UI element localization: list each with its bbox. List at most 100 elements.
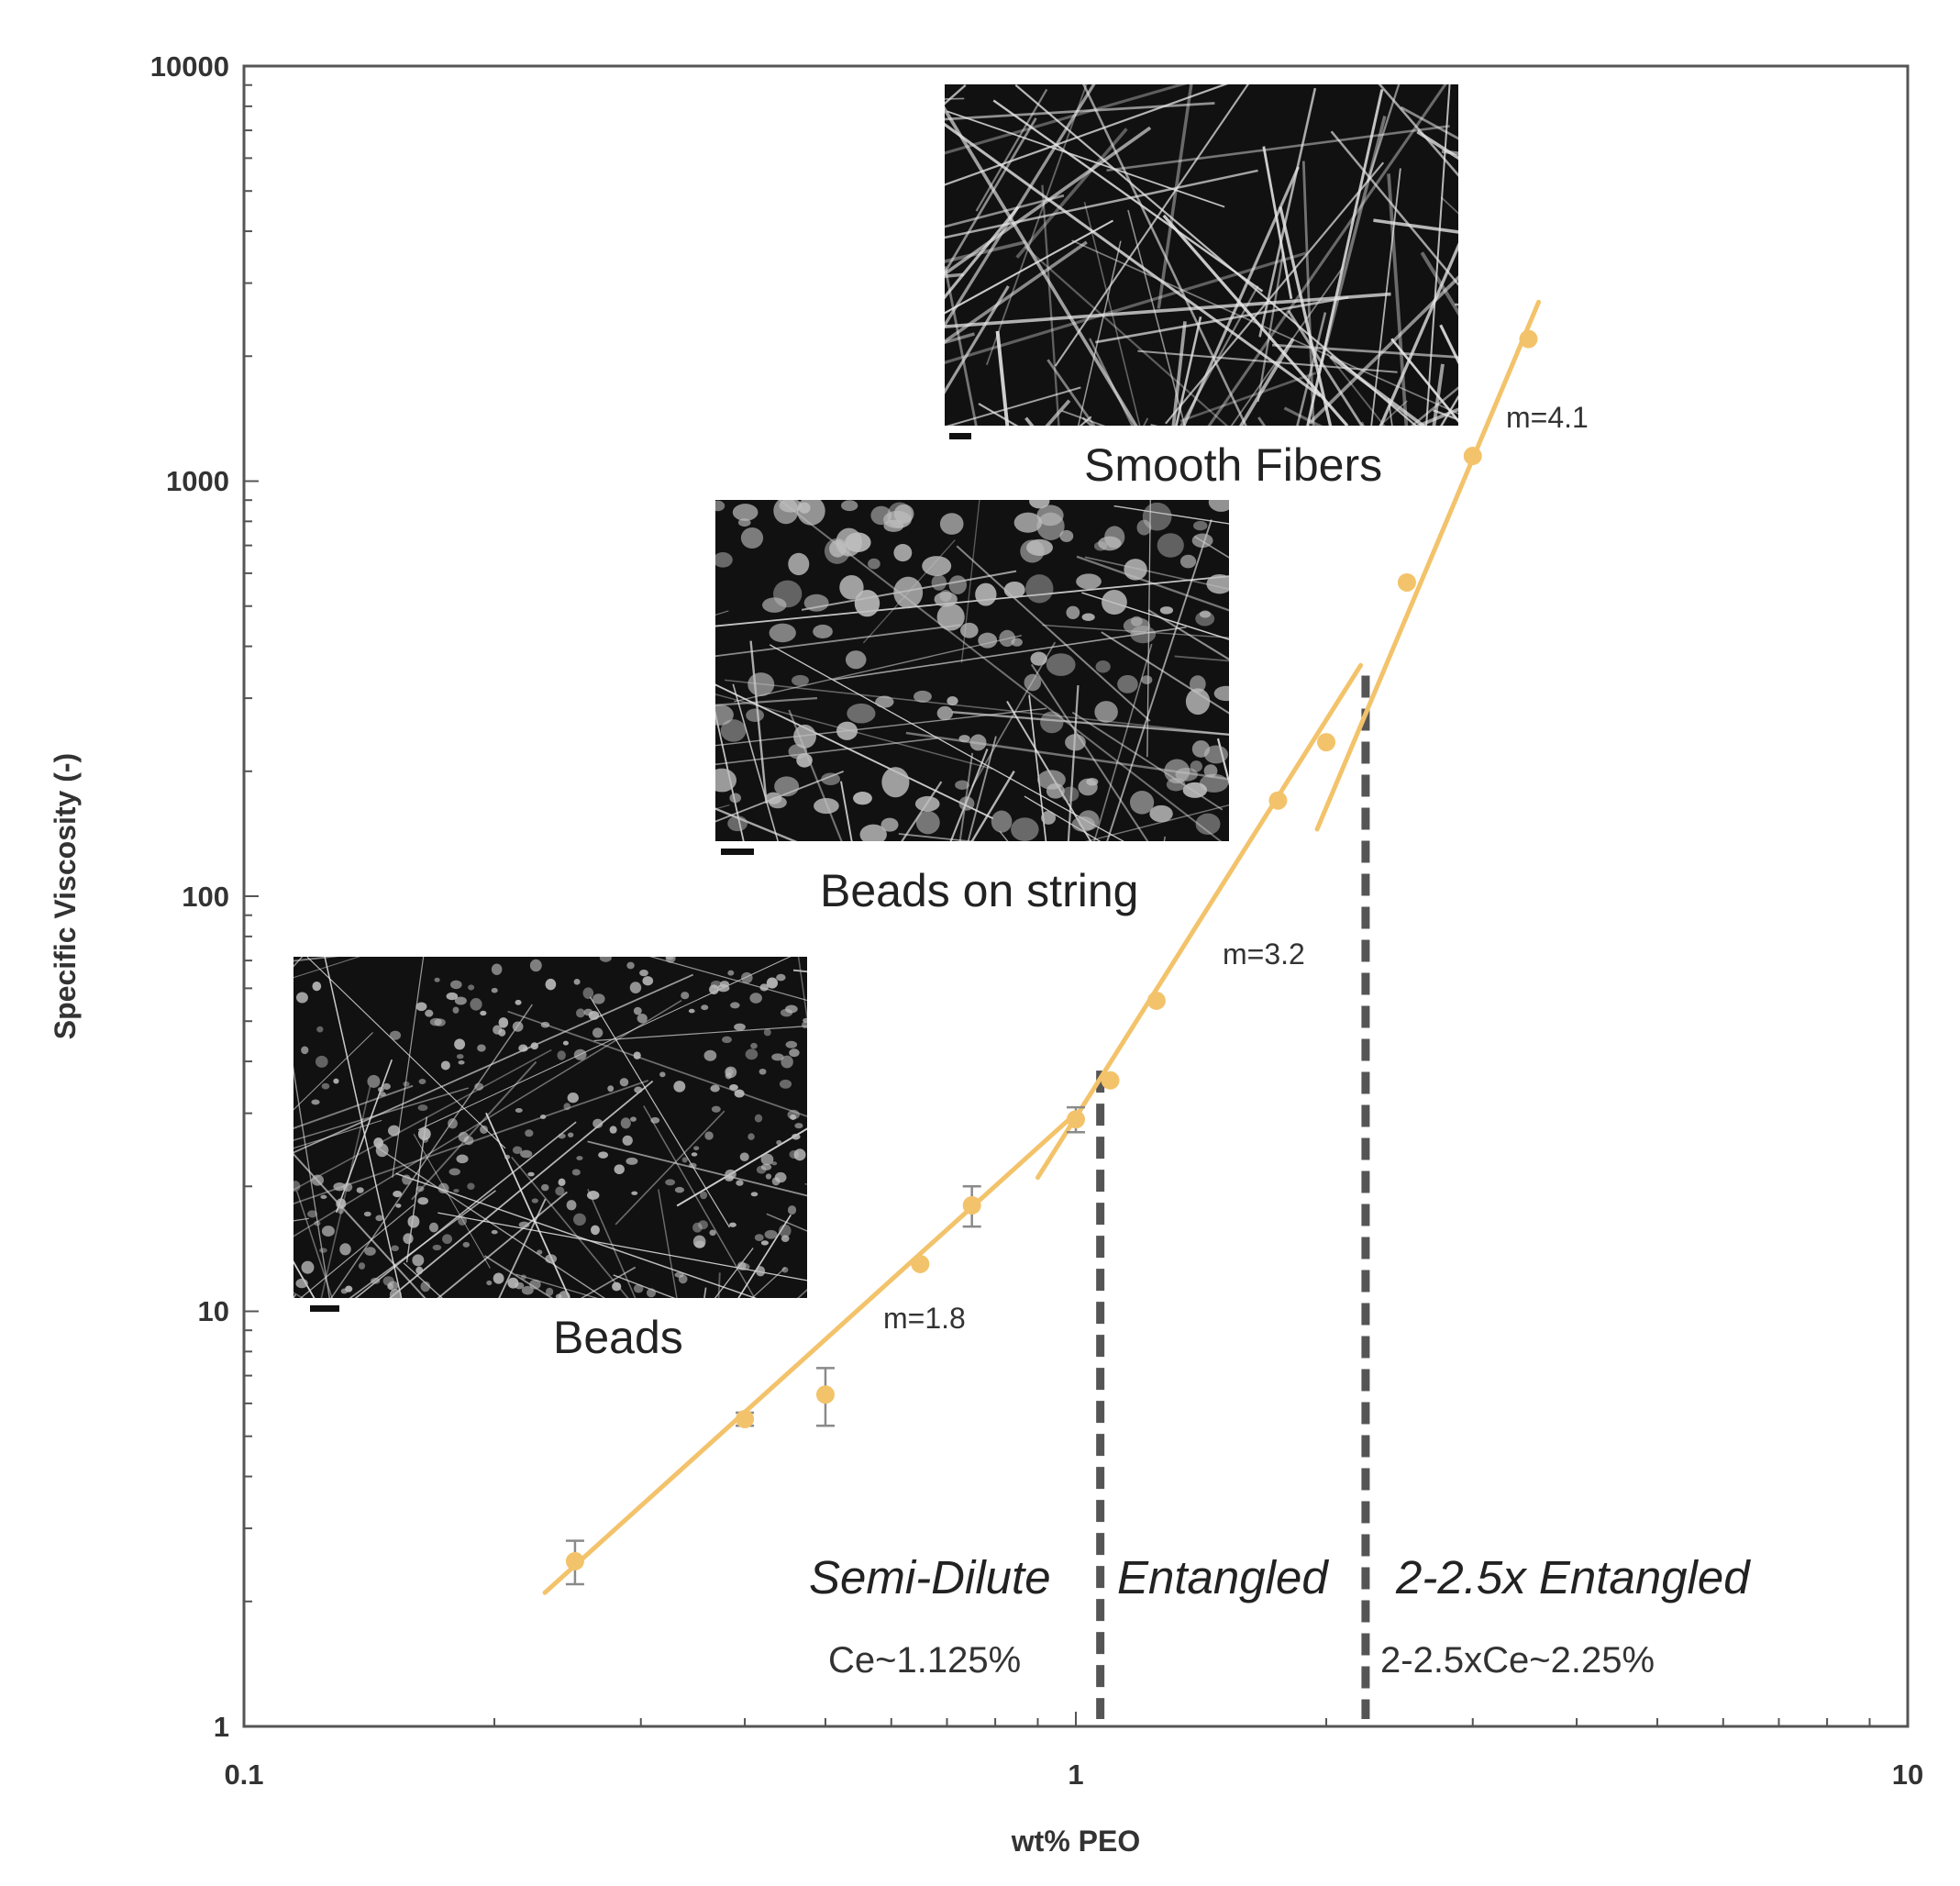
fiber-strand (1441, 149, 1458, 156)
bead (420, 1281, 431, 1292)
fiber-strand (409, 1343, 558, 1812)
bead (773, 500, 799, 525)
bead (530, 1042, 538, 1050)
fiber-strand (1379, 242, 1458, 426)
bead (367, 1074, 381, 1088)
fiber-strand (734, 635, 1022, 703)
bead (321, 1226, 335, 1237)
slope-label-1: m=1.8 (883, 1302, 966, 1335)
bead (1213, 685, 1229, 702)
bead (781, 1235, 790, 1242)
fiber-strand (1182, 166, 1300, 426)
bead (629, 982, 642, 994)
bead (342, 1182, 353, 1193)
bead (747, 672, 775, 696)
bead (379, 1092, 386, 1097)
fiber-strand (945, 251, 1307, 364)
fiber-strand (1157, 84, 1193, 309)
bead (839, 575, 864, 600)
fiber-strand (615, 1110, 725, 1226)
fiber-strand (417, 957, 792, 1131)
bead (936, 705, 953, 721)
fiber-strand (293, 1084, 414, 1130)
data-point (565, 1551, 584, 1570)
bead (1046, 653, 1076, 676)
bead (765, 1173, 772, 1180)
bead (659, 1071, 666, 1078)
bead (1104, 526, 1125, 549)
bead (639, 969, 648, 977)
bead (779, 1079, 792, 1089)
bead (434, 977, 440, 982)
bead (759, 983, 770, 992)
bead (529, 1279, 541, 1290)
bead (939, 513, 964, 535)
bead (788, 552, 810, 576)
bead (704, 1131, 714, 1140)
fiber-strand (293, 1217, 309, 1222)
bead (576, 1008, 585, 1018)
bead (771, 1161, 778, 1166)
bead (388, 1125, 401, 1137)
bead (715, 552, 733, 568)
bead (1190, 675, 1206, 693)
bead (781, 1055, 793, 1069)
fiber-strand (945, 239, 1027, 263)
bead (415, 1266, 424, 1275)
bead (633, 1006, 642, 1015)
fiber-strand (375, 1146, 606, 1298)
bead (314, 1220, 321, 1226)
bead (358, 1262, 366, 1270)
bead (415, 1002, 427, 1012)
fiber-strand (1262, 146, 1293, 300)
bead (558, 1291, 570, 1298)
data-point (962, 1195, 981, 1215)
bead (407, 1215, 420, 1228)
bead (781, 1267, 789, 1273)
fiber-strand (643, 1105, 756, 1298)
fiber-strand (1279, 206, 1333, 426)
bead (432, 1244, 442, 1251)
bead (450, 980, 462, 990)
bead (694, 1240, 705, 1248)
bead (793, 724, 816, 749)
bead (710, 1084, 720, 1093)
bead (588, 1010, 600, 1020)
bead (922, 556, 952, 576)
fiber-strand (715, 610, 729, 616)
fiber-strand (1378, 84, 1458, 177)
bead (531, 1198, 538, 1204)
bead (622, 1135, 633, 1146)
fiber-strand (1106, 125, 1450, 172)
fiber-strand (945, 117, 1037, 275)
bead (529, 959, 542, 972)
fiber-strand (1163, 836, 1166, 841)
bead (504, 1154, 511, 1159)
bead (650, 1116, 660, 1124)
bead (841, 500, 858, 512)
bead (1036, 505, 1064, 527)
bead (582, 987, 594, 999)
fiber-strand (945, 169, 1258, 239)
fiber-strand (945, 332, 976, 345)
beads-micrograph (293, 957, 858, 1812)
bead (630, 1116, 637, 1122)
fiber-strand (1024, 795, 1102, 841)
fiber-strand (1207, 84, 1447, 426)
fiber-strand (945, 194, 1065, 228)
bead (598, 1151, 609, 1159)
bead (1179, 554, 1197, 569)
bead (931, 574, 947, 591)
data-point (736, 1409, 755, 1428)
y-tick-label: 10000 (150, 50, 229, 83)
bead (947, 696, 958, 706)
fiber-strand (767, 1314, 858, 1494)
fiber-strand (1257, 251, 1285, 403)
data-point (1067, 1110, 1085, 1129)
fiber-strand (945, 84, 1096, 328)
fiber-strand (945, 105, 1138, 426)
bead (1013, 512, 1043, 533)
data-series (565, 329, 1538, 1586)
fiber-strand (1165, 161, 1385, 425)
fiber-strand (778, 500, 1223, 841)
